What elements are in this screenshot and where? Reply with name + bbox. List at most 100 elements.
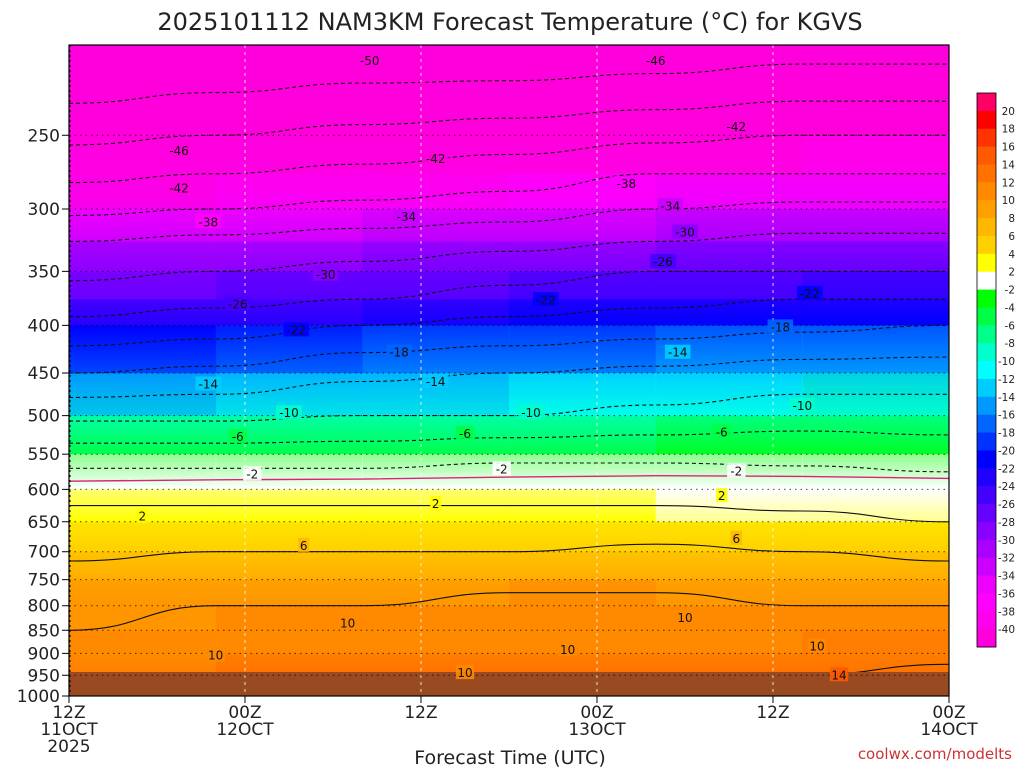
contour-label-text: -46	[646, 54, 666, 68]
colorbar-label: -12	[998, 374, 1015, 386]
y-tick-label: 850	[28, 621, 60, 641]
temperature-cell	[215, 605, 363, 631]
temperature-cell	[69, 630, 217, 654]
temperature-cell	[802, 605, 949, 631]
temperature-cell	[362, 415, 510, 455]
contour-label-text: -14	[426, 375, 446, 389]
colorbar-label: 18	[1002, 124, 1015, 136]
x-tick-line: 12Z	[756, 703, 789, 723]
contour-label-bg	[166, 180, 192, 195]
x-tick-label: 00Z 14OCT	[920, 703, 978, 740]
contour-label-text: 14	[831, 668, 846, 682]
credit-text: coolwx.com/modelts	[858, 745, 1012, 763]
isotherm-10	[69, 592, 949, 631]
temperature-cell	[215, 521, 363, 553]
x-tick-line: 12Z	[52, 703, 85, 723]
contour-label-text: 10	[208, 649, 223, 663]
colorbar-label: 20	[1002, 106, 1015, 118]
contour-label-text: -22	[286, 323, 306, 337]
x-tick-label: 00Z 13OCT	[568, 703, 626, 740]
colorbar-label: 6	[1008, 231, 1015, 243]
contour-label: -2	[727, 463, 746, 479]
contour-label: -10	[518, 405, 544, 420]
freezing-line	[69, 474, 949, 482]
colorbar-label: 14	[1002, 160, 1016, 172]
contour-label-bg	[455, 665, 475, 680]
temperature-cell	[655, 653, 803, 676]
temperature-cell	[802, 299, 949, 326]
contour-label-bg	[650, 254, 676, 268]
temperature-cell	[509, 241, 657, 272]
colorbar-label: -34	[998, 571, 1015, 583]
contour-label-text: -10	[792, 399, 812, 413]
contour-label-bg	[613, 176, 640, 190]
contour-label-text: 10	[677, 611, 692, 625]
plot-frame	[68, 44, 950, 697]
contour-label-bg	[712, 424, 731, 439]
temperature-cell	[802, 45, 949, 94]
colorbar-swatch	[977, 271, 996, 290]
temperature-cell	[802, 521, 949, 553]
contour-label: -2	[492, 461, 511, 476]
contour-label-bg	[829, 667, 849, 682]
colorbar-swatch	[977, 432, 996, 451]
contour-label-text: 2	[138, 510, 146, 524]
contour-label: 6	[730, 530, 742, 546]
temperature-cell	[69, 241, 217, 272]
x-tick-line: 14OCT	[920, 720, 978, 740]
contour-label-text: -6	[459, 427, 471, 441]
contour-label: -30	[312, 266, 339, 282]
contour-label-bg	[206, 647, 225, 662]
y-tick-label: 400	[28, 316, 60, 336]
temperature-cell	[69, 173, 217, 210]
colorbar-swatch	[977, 146, 996, 165]
contour-label-bg	[518, 405, 544, 420]
contour-label: 10	[206, 647, 225, 663]
contour-label-bg	[166, 143, 192, 158]
temperature-cell	[802, 454, 949, 490]
y-tick-label: 750	[28, 571, 60, 591]
colorbar-swatch	[977, 611, 996, 630]
contour-label: -26	[224, 296, 251, 312]
colorbar-label: -2	[1005, 285, 1015, 297]
contour-label: -2	[243, 466, 262, 481]
colorbar-label: 2	[1008, 267, 1015, 279]
x-tick-label: 12Z 11OCT 2025	[40, 703, 98, 757]
contour-label-bg	[558, 641, 577, 656]
colorbar-swatch	[977, 450, 996, 469]
colorbar-swatch	[977, 504, 996, 523]
colorbar-frame	[976, 92, 997, 648]
contour-label-text: 10	[560, 643, 575, 657]
colorbar-label: -22	[998, 463, 1015, 475]
x-tick-label: 12Z	[404, 703, 437, 723]
contour-label: 10	[455, 665, 475, 680]
temperature-cell	[69, 653, 217, 676]
contour-label: -42	[422, 150, 449, 166]
contour-label-text: 2	[718, 489, 726, 503]
temperature-cell	[69, 454, 217, 490]
colorbar-label: -30	[998, 535, 1015, 547]
contour-label-bg	[228, 428, 247, 443]
contour-label: -50	[356, 52, 383, 68]
temperature-cell	[509, 415, 657, 455]
contour-label: -6	[228, 428, 247, 444]
temperature-cell	[362, 299, 510, 326]
contour-label-bg	[796, 285, 823, 300]
contour-label-bg	[276, 405, 302, 420]
isotherm--18	[69, 324, 949, 374]
contour-label-text: -10	[521, 406, 541, 420]
y-tick-label: 500	[28, 407, 60, 427]
temperature-cell	[362, 173, 510, 210]
contour-label-bg	[422, 150, 449, 165]
contour-label-text: -14	[668, 346, 688, 360]
temperature-cell	[509, 45, 657, 94]
y-tick-label: 900	[28, 644, 60, 664]
contour-label-text: -2	[496, 462, 508, 476]
contour-label-text: -22	[536, 293, 556, 307]
temperature-cell	[802, 489, 949, 523]
contour-label-text: -18	[389, 346, 409, 360]
gridlines	[69, 45, 949, 696]
temperature-cell	[802, 271, 949, 300]
y-tick-label: 1000	[17, 687, 60, 707]
